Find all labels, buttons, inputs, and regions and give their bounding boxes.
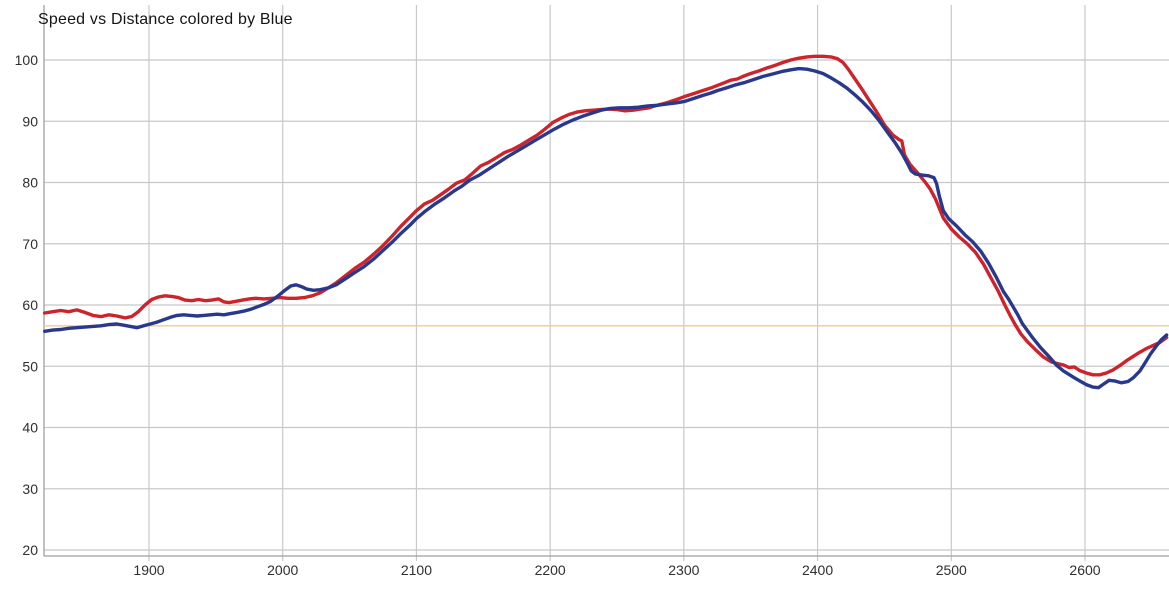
x-tick-label: 1900 <box>133 562 164 578</box>
y-tick-label: 30 <box>22 481 38 497</box>
x-tick-label: 2300 <box>668 562 699 578</box>
y-tick-label: 60 <box>22 297 38 313</box>
x-tick-label: 2600 <box>1069 562 1100 578</box>
y-tick-label: 90 <box>22 113 38 129</box>
y-tick-label: 80 <box>22 175 38 191</box>
x-tick-label: 2000 <box>267 562 298 578</box>
y-tick-label: 20 <box>22 542 38 558</box>
tick-labels: 20 30 40 50 60 70 80 90 100 1900 2000 2100 2200 2300 2… <box>15 52 1101 578</box>
series-group <box>43 54 1169 390</box>
axes <box>43 5 1169 557</box>
gridlines <box>44 5 1169 561</box>
series-red-line <box>43 54 1169 377</box>
y-tick-label: 40 <box>22 420 38 436</box>
y-tick-label: 50 <box>22 358 38 374</box>
y-tick-label: 70 <box>22 236 38 252</box>
x-tick-label: 2400 <box>802 562 833 578</box>
x-tick-label: 2500 <box>936 562 967 578</box>
y-tick-label: 100 <box>15 52 39 68</box>
chart-title: Speed vs Distance colored by Blue <box>38 11 293 28</box>
series-blue-line <box>43 66 1169 390</box>
x-tick-label: 2100 <box>401 562 432 578</box>
x-tick-label: 2200 <box>535 562 566 578</box>
